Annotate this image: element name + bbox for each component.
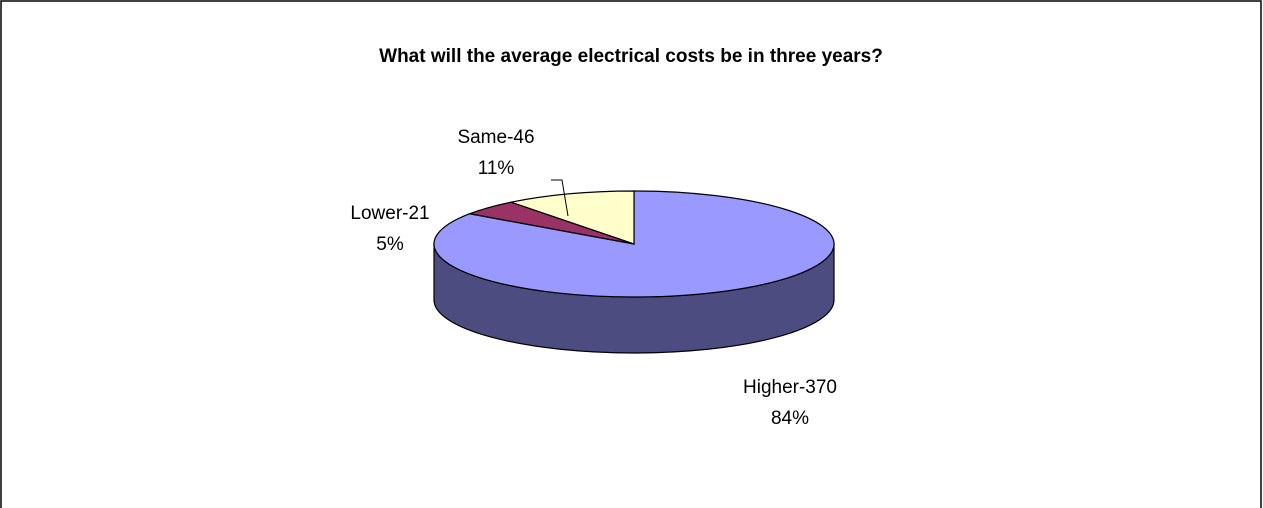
slice-percent-higher: 84% (771, 408, 809, 429)
slice-label-same: Same-46 (457, 127, 534, 148)
slice-label-higher: Higher-370 (743, 377, 837, 398)
pie-plot (433, 190, 835, 354)
chart-title: What will the average electrical costs b… (379, 46, 883, 67)
slice-label-lower: Lower-21 (350, 203, 429, 224)
slice-percent-lower: 5% (376, 234, 404, 255)
pie-labels: Higher-370 84% Lower-21 5% Same-46 11% (350, 127, 837, 429)
pie-slice-same (508, 190, 635, 245)
slice-percent-same: 11% (478, 158, 515, 179)
leader-line-same (551, 179, 569, 217)
